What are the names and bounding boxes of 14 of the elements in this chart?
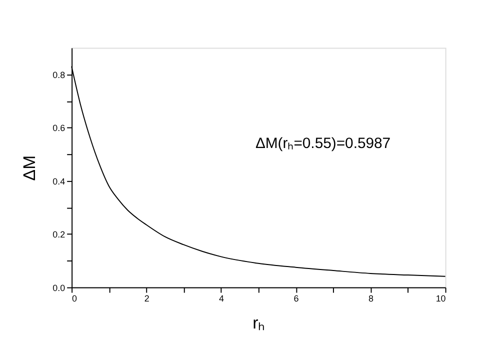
y-tick-label: 0.6 [52, 123, 66, 134]
y-axis-title: ΔM [20, 155, 39, 181]
x-tick-label: 4 [219, 294, 224, 304]
x-tick-label: 2 [144, 294, 150, 304]
text: 0.0 [52, 282, 66, 293]
x-tick-label: 10 [436, 294, 446, 304]
x-axis-title: rₕ [252, 314, 266, 333]
x-tick-label: 6 [294, 294, 299, 304]
y-tick-label: 0.2 [52, 230, 66, 240]
x-tick-label: 8 [368, 294, 374, 304]
y-tick-label: 0.4 [52, 176, 66, 186]
annotation: ΔM(rₕ=0.55)=0.5987 [255, 136, 391, 152]
x-tick-label: 0 [72, 294, 78, 304]
y-tick-label: 0.8 [52, 70, 66, 80]
